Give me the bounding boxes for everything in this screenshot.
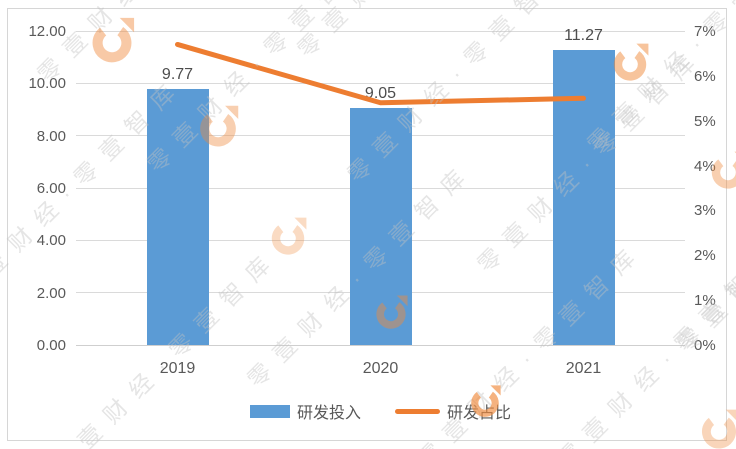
y-axis-left-tick-label: 2.00 (36, 284, 66, 302)
bar (552, 50, 615, 345)
legend-item-bar-series: 研发投入 (249, 399, 361, 423)
gridline (76, 344, 685, 346)
y-axis-right-tick-label: 2% (694, 247, 716, 265)
y-axis-right-tick-label: 6% (694, 67, 716, 85)
legend-item-line-series: 研发占比 (395, 399, 511, 423)
y-axis-left-tick-label: 4.00 (36, 232, 66, 250)
x-axis-category-label: 2019 (159, 360, 196, 377)
legend-line-label: 研发占比 (447, 405, 512, 422)
y-axis-right-tick-label: 7% (694, 23, 716, 40)
y-axis-right-tick-label: 0% (694, 337, 716, 354)
y-axis-right-tick-label: 4% (694, 157, 716, 175)
y-axis-left-tick-label: 8.00 (36, 127, 66, 145)
y-axis-left-tick-label: 12.00 (28, 23, 66, 40)
gridline (76, 30, 685, 32)
y-axis-left-tick-label: 0.00 (36, 337, 66, 354)
legend: 研发投入 研发占比 (76, 399, 685, 423)
bar-value-label: 11.27 (564, 27, 603, 45)
bar (349, 108, 412, 345)
y-axis-right-tick-label: 5% (694, 112, 716, 130)
bar-value-label: 9.77 (161, 66, 194, 84)
x-axis-category-label: 2021 (565, 360, 602, 377)
y-axis-right-tick-label: 1% (694, 292, 716, 310)
bar-swatch-icon (249, 404, 290, 418)
legend-bar-label: 研发投入 (296, 405, 361, 422)
y-axis-right-tick-label: 3% (694, 202, 716, 220)
bar-value-label: 9.05 (364, 85, 397, 103)
y-axis-left-tick-label: 10.00 (28, 75, 66, 93)
bar (146, 89, 209, 345)
line-swatch-icon (395, 408, 440, 414)
y-axis-left-tick-label: 6.00 (36, 180, 66, 197)
x-axis-category-label: 2020 (362, 360, 399, 377)
